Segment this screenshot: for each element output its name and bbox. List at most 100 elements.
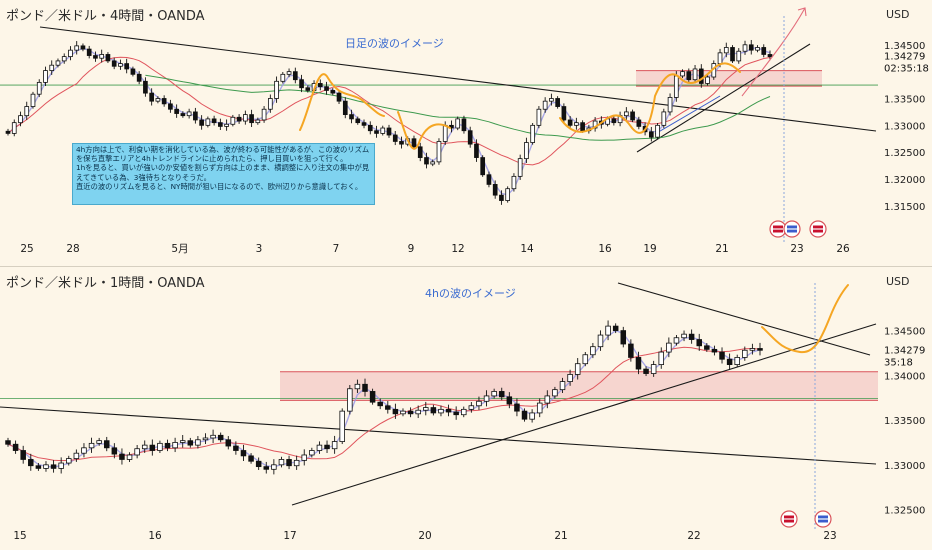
- y-tick-label: 1.33500: [884, 94, 925, 105]
- candle-body: [705, 76, 710, 84]
- candle-body: [58, 462, 64, 469]
- candle-body: [491, 391, 497, 397]
- candle-body: [255, 119, 261, 124]
- candle-body: [193, 111, 198, 121]
- trendline: [291, 323, 877, 506]
- candle-body: [12, 443, 19, 451]
- candle-body: [236, 116, 242, 122]
- candle-body: [11, 122, 17, 134]
- candle-body: [261, 108, 267, 121]
- candle-body: [255, 460, 262, 468]
- candle-body: [126, 454, 133, 460]
- gbp-flag-icon[interactable]: [769, 220, 787, 238]
- chart-4h-svg[interactable]: 日足の波のイメージ 1.34500 1.33500 1.33000 1.32500 1.3…: [0, 0, 932, 267]
- candle-body: [210, 434, 216, 439]
- candle-body: [263, 466, 270, 470]
- candle-body: [552, 389, 558, 397]
- gbp-flag-icon[interactable]: [809, 220, 827, 238]
- last-price-label: 1.34279: [884, 52, 925, 63]
- candle-body: [580, 122, 585, 132]
- candle-body: [559, 381, 566, 391]
- candle-body: [172, 442, 178, 449]
- x-tick-label: 12: [451, 243, 464, 255]
- candle-body: [726, 358, 733, 365]
- candle-body: [43, 464, 49, 469]
- resistance-zone: [636, 70, 822, 87]
- x-tick-label: 19: [643, 243, 656, 255]
- candle-body: [96, 440, 102, 444]
- candle-body: [536, 108, 542, 126]
- candle-body: [331, 441, 338, 450]
- trendline: [0, 406, 877, 465]
- candle-body: [423, 407, 429, 411]
- candle-body: [635, 357, 642, 370]
- wave-projection-line: [299, 62, 741, 150]
- candle-body: [392, 134, 398, 142]
- candle-body: [567, 374, 573, 382]
- wave-annotation: 4hの波のイメージ: [425, 287, 516, 300]
- candle-body: [66, 458, 72, 464]
- candle-body: [168, 103, 173, 110]
- candle-body: [643, 368, 649, 374]
- candle-body: [536, 402, 543, 414]
- candle-body: [686, 71, 692, 81]
- candle-body: [468, 405, 475, 410]
- candle-body: [74, 45, 80, 51]
- candle-body: [199, 119, 204, 126]
- x-tick-label: 26: [836, 243, 850, 255]
- candle-body: [723, 47, 729, 54]
- x-tick-label: 28: [66, 243, 79, 255]
- candle-body: [407, 410, 414, 415]
- candle-body: [549, 98, 554, 102]
- usd-flag-icon[interactable]: [783, 220, 801, 238]
- chart-title: ポンド／米ドル・4時間・OANDA: [6, 9, 205, 24]
- candle-body: [50, 464, 57, 469]
- trendline: [636, 43, 811, 153]
- currency-label[interactable]: USD: [886, 8, 910, 21]
- candle-body: [267, 98, 273, 110]
- candle-body: [233, 445, 239, 451]
- candle-body: [630, 111, 635, 121]
- candle-body: [179, 440, 186, 443]
- candle-body: [309, 450, 315, 456]
- x-tick-label: 23: [823, 530, 836, 542]
- note-line: 1hを見ると、買いが強いのか安値を割らず方向は上のまま、横調整に入り注文の集中が…: [76, 163, 370, 182]
- candle-body: [574, 363, 581, 375]
- candle-body: [688, 333, 695, 340]
- x-tick-label: 16: [148, 530, 162, 542]
- candle-body: [299, 79, 304, 89]
- candle-body: [93, 55, 98, 59]
- candle-body: [658, 351, 665, 365]
- currency-label[interactable]: USD: [886, 275, 910, 288]
- candle-body: [105, 54, 111, 62]
- y-tick-label: 1.32000: [884, 175, 925, 186]
- candle-body: [567, 119, 573, 126]
- panel-divider[interactable]: [0, 266, 932, 267]
- gbp-flag-icon[interactable]: [780, 510, 798, 528]
- candle-body: [417, 146, 423, 158]
- candle-body: [704, 345, 710, 350]
- candle-body: [55, 60, 61, 66]
- candle-body: [483, 395, 490, 402]
- candle-body: [377, 401, 383, 407]
- candle-body: [280, 73, 286, 82]
- candle-body: [36, 81, 42, 95]
- candle-body: [317, 83, 323, 88]
- candle-body: [225, 439, 232, 447]
- candle-body: [455, 118, 461, 129]
- candle-body: [386, 127, 392, 136]
- candle-body: [681, 333, 687, 339]
- chart-1h-svg[interactable]: 4hの波のイメージ 1.34500 1.34000 1.33500 1.33000 1.3…: [0, 267, 932, 550]
- x-tick-label: 5月: [171, 243, 188, 255]
- candle-body: [430, 407, 437, 414]
- candle-body: [240, 450, 247, 457]
- candle-body: [655, 124, 660, 138]
- candle-body: [86, 48, 92, 56]
- candle-body: [392, 408, 399, 415]
- candle-body: [636, 119, 642, 127]
- usd-flag-icon[interactable]: [814, 510, 832, 528]
- candle-body: [134, 448, 140, 456]
- candle-body: [24, 106, 30, 117]
- candle-body: [73, 452, 80, 459]
- candle-body: [544, 395, 551, 404]
